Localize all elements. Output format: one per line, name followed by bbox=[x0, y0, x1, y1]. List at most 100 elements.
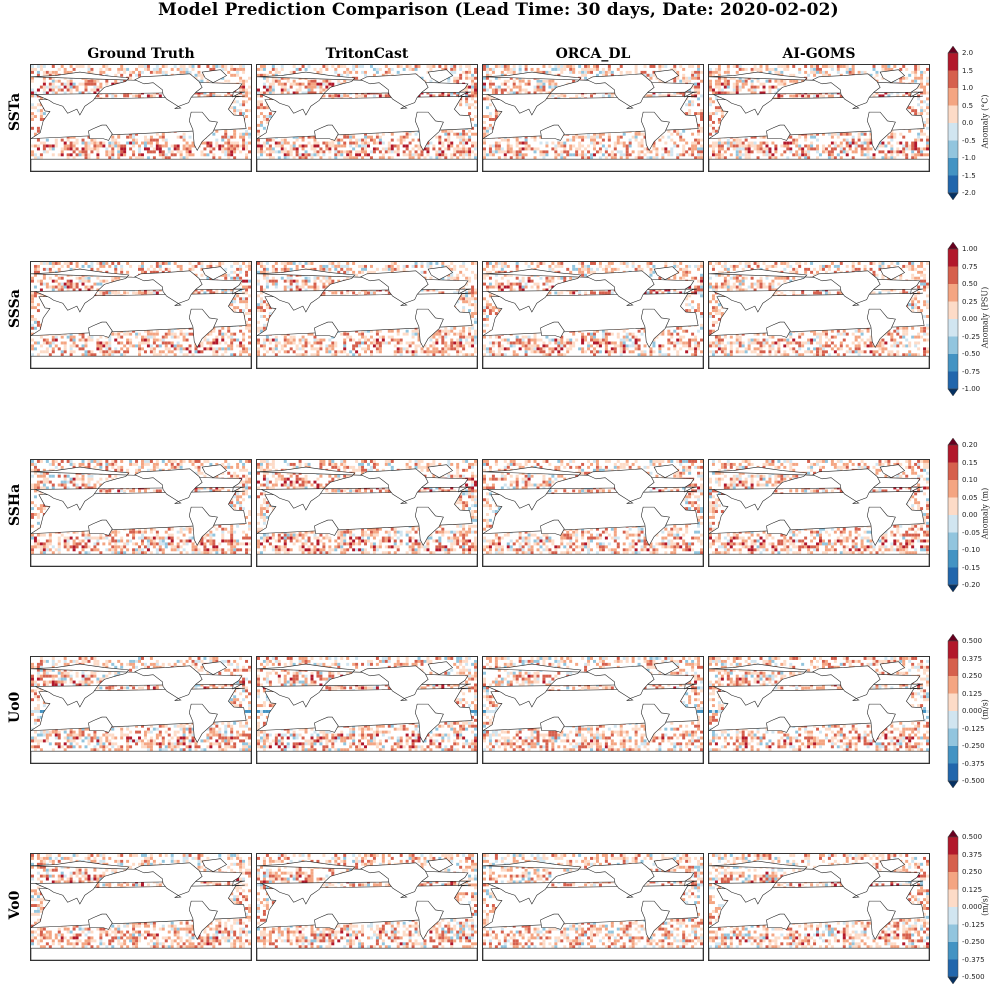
map-panel-uo0-3 bbox=[708, 656, 930, 764]
coastline-5 bbox=[653, 266, 680, 281]
map-panel-sssa-0 bbox=[30, 261, 252, 369]
colorbar-extend-max bbox=[947, 829, 959, 838]
coastline-6 bbox=[31, 355, 251, 368]
coastline-3 bbox=[360, 665, 429, 701]
colorbar-segment-6 bbox=[948, 354, 958, 372]
colorbar-tick-label: -0.5 bbox=[962, 137, 976, 145]
colorbar-tick-label: 0.00 bbox=[962, 511, 978, 519]
coastline-2 bbox=[766, 716, 791, 733]
anomaly-field bbox=[257, 65, 477, 171]
coastline-3 bbox=[586, 270, 655, 306]
coastline-3 bbox=[134, 468, 203, 504]
colorbar-segment-1 bbox=[948, 266, 958, 284]
coastline-2 bbox=[540, 321, 565, 338]
coastline-5 bbox=[879, 266, 906, 281]
map-panel-vo0-3 bbox=[708, 853, 930, 961]
coastline-4 bbox=[866, 111, 896, 152]
colorbar-tick-label: 0.05 bbox=[962, 494, 978, 502]
colorbar-segment-4 bbox=[948, 515, 958, 533]
colorbar-tick-label: -0.500 bbox=[962, 973, 985, 981]
coastline-4 bbox=[866, 900, 896, 941]
colorbar-segment-7 bbox=[948, 763, 958, 781]
anomaly-field bbox=[709, 854, 929, 960]
coastline-3 bbox=[812, 468, 881, 504]
map-panel-ssta-3 bbox=[708, 64, 930, 172]
colorbar-tick-label: 0.00 bbox=[962, 315, 978, 323]
colorbar-tick-label: -0.125 bbox=[962, 725, 985, 733]
colorbar-tick-label: -0.250 bbox=[962, 742, 985, 750]
colorbar-tick-label: 0.250 bbox=[962, 868, 982, 876]
coastline-2 bbox=[88, 913, 113, 930]
row-label-ssha: SSHa bbox=[7, 484, 23, 526]
anomaly-field bbox=[257, 657, 477, 763]
coastline-4 bbox=[866, 703, 896, 744]
colorbar-tick-label: 0.10 bbox=[962, 476, 978, 484]
coastline-4 bbox=[866, 506, 896, 547]
colorbar-segment-3 bbox=[948, 105, 958, 123]
anomaly-field bbox=[483, 657, 703, 763]
colorbar-tick-label: -0.50 bbox=[962, 350, 980, 358]
coastline-5 bbox=[201, 661, 228, 676]
colorbar-segment-5 bbox=[948, 728, 958, 746]
coastline-2 bbox=[314, 716, 339, 733]
colorbar-tick-label: -0.20 bbox=[962, 581, 980, 589]
colorbar-ssta bbox=[947, 45, 959, 201]
colorbar-tick-label: 0.250 bbox=[962, 672, 982, 680]
colorbar-tick-label: 2.0 bbox=[962, 49, 973, 57]
coastline-4 bbox=[414, 900, 444, 941]
colorbar-tick-label: -0.05 bbox=[962, 529, 980, 537]
colorbar-segment-5 bbox=[948, 140, 958, 158]
anomaly-field bbox=[483, 854, 703, 960]
colorbar-tick-label: 0.500 bbox=[962, 637, 982, 645]
colorbar-segment-2 bbox=[948, 872, 958, 890]
anomaly-field bbox=[31, 65, 251, 171]
colorbar-tick-label: 0.125 bbox=[962, 690, 982, 698]
coastline-2 bbox=[540, 913, 565, 930]
coastline-6 bbox=[257, 355, 477, 368]
map-panel-ssha-0 bbox=[30, 459, 252, 567]
colorbar-vo0 bbox=[947, 829, 959, 985]
colorbar-tick-label: 1.00 bbox=[962, 245, 978, 253]
colorbar-tick-label: 0.25 bbox=[962, 298, 978, 306]
coastline-4 bbox=[188, 506, 218, 547]
colorbar-segment-4 bbox=[948, 319, 958, 337]
anomaly-field bbox=[483, 460, 703, 566]
coastline-2 bbox=[766, 321, 791, 338]
anomaly-field bbox=[257, 262, 477, 368]
coastline-6 bbox=[709, 947, 929, 960]
map-panel-vo0-1 bbox=[256, 853, 478, 961]
colorbar-tick-label: -0.500 bbox=[962, 777, 985, 785]
row-label-sssa: SSSa bbox=[7, 289, 23, 328]
column-title-2: ORCA_DL bbox=[482, 46, 704, 62]
coastline-5 bbox=[201, 858, 228, 873]
colorbar-segment-4 bbox=[948, 123, 958, 141]
column-title-1: TritonCast bbox=[256, 46, 478, 62]
anomaly-field bbox=[483, 262, 703, 368]
colorbar-segment-2 bbox=[948, 284, 958, 302]
coastline-4 bbox=[414, 703, 444, 744]
coastline-3 bbox=[812, 665, 881, 701]
colorbar-tick-label: 0.375 bbox=[962, 851, 982, 859]
coastline-5 bbox=[427, 69, 454, 84]
coastline-4 bbox=[866, 308, 896, 349]
coastline-4 bbox=[640, 308, 670, 349]
colorbar-segment-5 bbox=[948, 532, 958, 550]
coastline-2 bbox=[314, 519, 339, 536]
coastline-3 bbox=[134, 270, 203, 306]
coastline-2 bbox=[540, 519, 565, 536]
coastline-2 bbox=[314, 913, 339, 930]
coastline-2 bbox=[88, 716, 113, 733]
coastline-3 bbox=[586, 862, 655, 898]
coastline-6 bbox=[709, 553, 929, 566]
coastline-2 bbox=[766, 519, 791, 536]
coastline-6 bbox=[257, 553, 477, 566]
colorbar-tick-label: 0.375 bbox=[962, 655, 982, 663]
coastline-5 bbox=[879, 661, 906, 676]
coastline-5 bbox=[879, 858, 906, 873]
coastline-4 bbox=[640, 111, 670, 152]
coastline-3 bbox=[360, 270, 429, 306]
row-label-uo0: Uo0 bbox=[7, 692, 23, 723]
colorbar-tick-label: -1.0 bbox=[962, 154, 976, 162]
anomaly-field bbox=[709, 262, 929, 368]
coastline-5 bbox=[653, 858, 680, 873]
